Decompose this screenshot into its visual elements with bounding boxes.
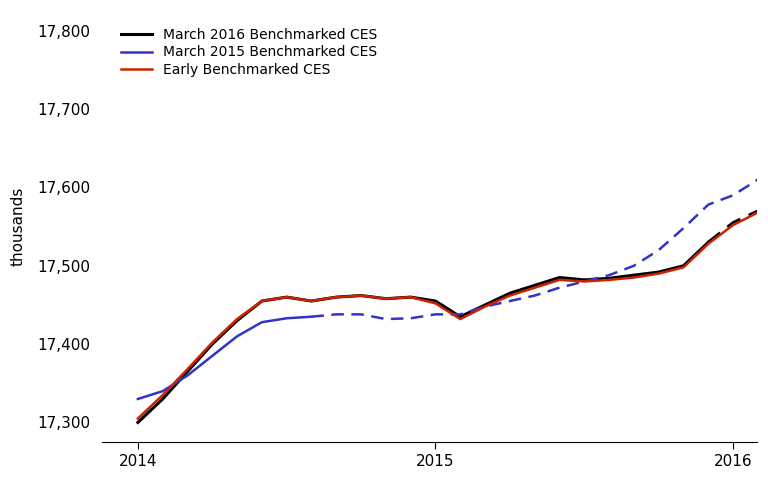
Y-axis label: thousands: thousands [11, 187, 26, 266]
Legend: March 2016 Benchmarked CES, March 2015 Benchmarked CES, Early Benchmarked CES: March 2016 Benchmarked CES, March 2015 B… [116, 23, 382, 83]
